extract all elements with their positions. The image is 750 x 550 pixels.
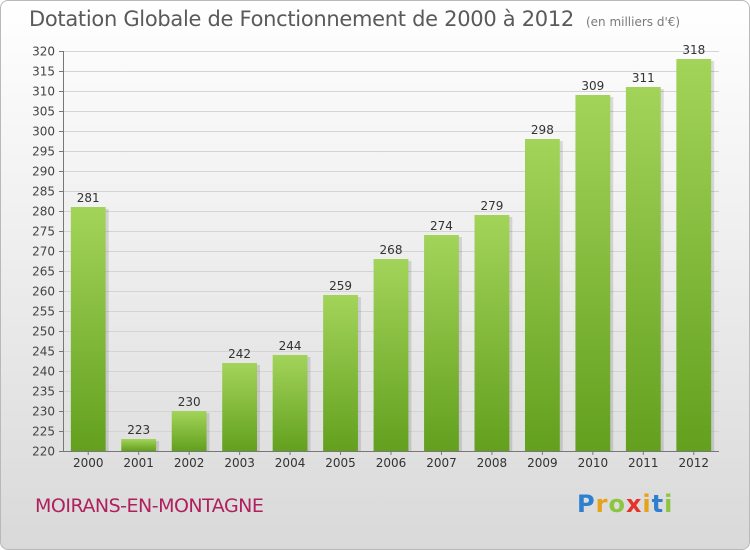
bar xyxy=(121,439,157,451)
logo-letter: o xyxy=(608,490,626,518)
bar-value-label: 230 xyxy=(178,395,201,409)
x-tick-label: 2011 xyxy=(628,456,659,470)
proxiti-logo: Proxiti xyxy=(577,490,673,518)
data-labels: 281 223 230 242 244 259 268 274 279 298 309 311 318 xyxy=(77,43,705,437)
x-tick-label: 2006 xyxy=(376,456,407,470)
chart-subtitle: (en milliers d'€) xyxy=(585,15,681,29)
bar-value-label: 223 xyxy=(127,423,150,437)
bar-value-label: 268 xyxy=(380,243,403,257)
axes: 220 225 230 235 240 245 250 255 260 265 270 275 280 2… xyxy=(32,45,719,470)
bar xyxy=(373,259,409,451)
y-tick-label: 260 xyxy=(32,285,55,299)
y-tick-label: 295 xyxy=(32,145,55,159)
x-tick-label: 2012 xyxy=(678,456,709,470)
y-tick-label: 305 xyxy=(32,105,55,119)
bar-value-label: 311 xyxy=(632,71,655,85)
bar-value-label: 309 xyxy=(581,79,604,93)
x-tick-label: 2009 xyxy=(527,456,558,470)
bar xyxy=(575,95,611,451)
logo-letter: i xyxy=(664,490,674,518)
y-tick-label: 220 xyxy=(32,445,55,459)
y-tick-label: 235 xyxy=(32,385,55,399)
bar-value-label: 242 xyxy=(228,347,251,361)
y-tick-label: 300 xyxy=(32,125,55,139)
bar-value-label: 259 xyxy=(329,279,352,293)
bar-value-label: 274 xyxy=(430,219,453,233)
y-tick-label: 280 xyxy=(32,205,55,219)
commune-name: MOIRANS-EN-MONTAGNE xyxy=(35,495,264,517)
logo-letter: t xyxy=(651,490,665,518)
y-tick-label: 275 xyxy=(32,225,55,239)
x-tick-label: 2003 xyxy=(224,456,255,470)
x-tick-label: 2001 xyxy=(123,456,154,470)
logo-letter: x xyxy=(625,490,643,518)
bar-value-label: 298 xyxy=(531,123,554,137)
bar-value-label: 281 xyxy=(77,191,100,205)
x-tick-label: 2000 xyxy=(73,456,104,470)
y-tick-label: 265 xyxy=(32,265,55,279)
x-tick-label: 2010 xyxy=(578,456,609,470)
bar xyxy=(524,139,560,451)
x-tick-label: 2002 xyxy=(174,456,205,470)
y-tick-label: 250 xyxy=(32,325,55,339)
y-tick-label: 320 xyxy=(32,45,55,59)
y-tick-label: 255 xyxy=(32,305,55,319)
bar xyxy=(474,215,510,451)
x-tick-label: 2008 xyxy=(477,456,508,470)
bar-value-label: 244 xyxy=(279,339,302,353)
chart-title: Dotation Globale de Fonctionnement de 20… xyxy=(29,7,680,31)
y-tick-label: 225 xyxy=(32,425,55,439)
y-tick-label: 310 xyxy=(32,85,55,99)
bar xyxy=(171,411,207,451)
x-tick-label: 2004 xyxy=(275,456,306,470)
y-tick-label: 315 xyxy=(32,65,55,79)
logo-letter: P xyxy=(577,490,596,518)
bar xyxy=(222,363,258,451)
x-tick-label: 2007 xyxy=(426,456,457,470)
y-tick-label: 290 xyxy=(32,165,55,179)
bar-value-label: 318 xyxy=(682,43,705,57)
title-text: Dotation Globale de Fonctionnement de 20… xyxy=(29,7,574,31)
bar xyxy=(676,59,712,451)
y-tick-label: 270 xyxy=(32,245,55,259)
bar xyxy=(323,295,358,451)
bar xyxy=(625,87,661,451)
bar-value-label: 279 xyxy=(480,199,503,213)
logo-letter: r xyxy=(595,490,609,518)
y-tick-label: 230 xyxy=(32,405,55,419)
y-tick-label: 240 xyxy=(32,365,55,379)
y-tick-label: 285 xyxy=(32,185,55,199)
bar xyxy=(70,207,106,451)
y-tick-label: 245 xyxy=(32,345,55,359)
logo-letter: i xyxy=(642,490,652,518)
bar xyxy=(424,235,459,451)
bars xyxy=(70,59,715,451)
bar xyxy=(272,355,308,451)
x-tick-label: 2005 xyxy=(325,456,356,470)
